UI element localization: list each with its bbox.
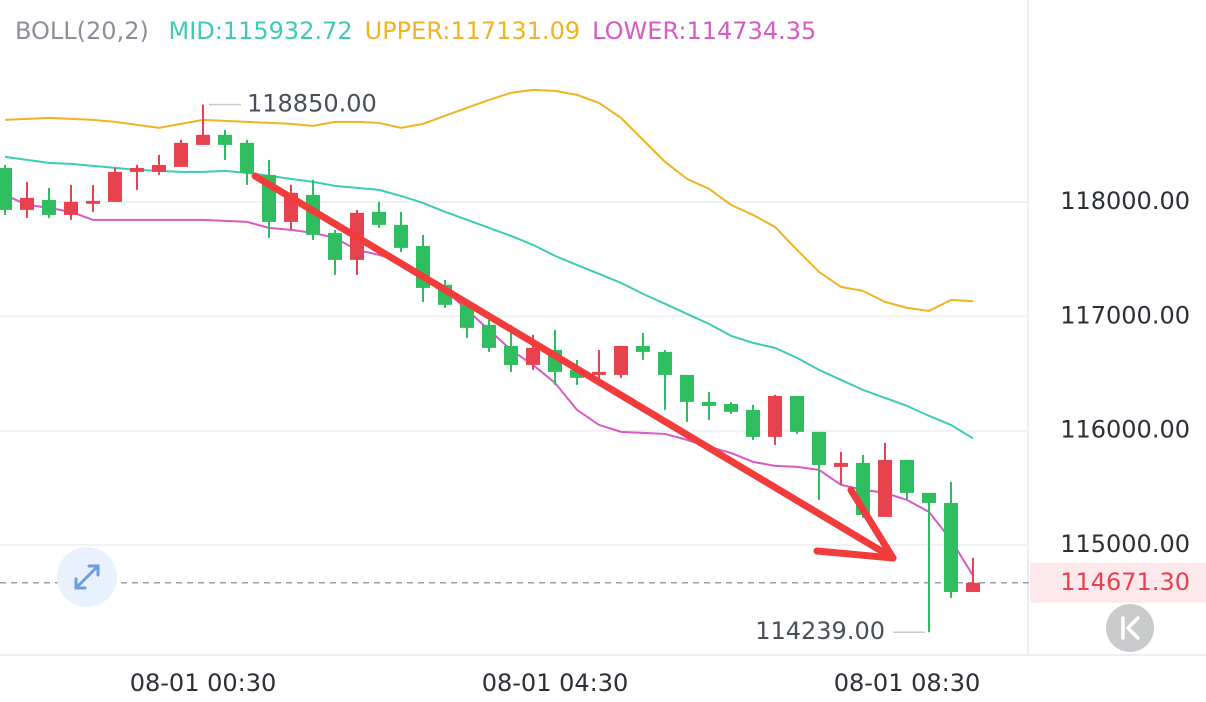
candle-body — [900, 459, 914, 493]
candle-body — [878, 459, 892, 517]
candle-body — [592, 371, 606, 375]
y-tick-label: 115000.00 — [1060, 530, 1190, 558]
candle-body — [724, 403, 738, 412]
last-price-tag — [1030, 562, 1206, 603]
candle-body — [482, 324, 496, 348]
candle-body — [658, 351, 672, 375]
x-tick-label: 08-01 08:30 — [834, 669, 981, 697]
arrow-head — [813, 547, 897, 562]
candle-body — [812, 431, 826, 465]
candle-body — [966, 582, 980, 592]
low-marker-label: 114239.00 — [755, 617, 885, 645]
legend-name: LOWER: — [592, 17, 686, 45]
candle-body — [922, 492, 936, 503]
candle-body — [790, 395, 804, 432]
candle-body — [218, 134, 232, 145]
candle-body — [702, 401, 716, 406]
y-tick-label: 116000.00 — [1060, 416, 1190, 444]
candle-body — [944, 502, 958, 592]
y-tick-label: 118000.00 — [1060, 187, 1190, 215]
candle-body — [174, 142, 188, 167]
legend-name: MID: — [168, 17, 222, 45]
candle-body — [328, 232, 342, 260]
last-price-label: 114671.30 — [1060, 568, 1190, 596]
candle-body — [526, 347, 540, 365]
candle-body — [746, 409, 760, 437]
candle-body — [20, 197, 34, 210]
candle-body — [680, 374, 694, 402]
candle-body — [130, 167, 144, 172]
legend-value: 117131.09 — [450, 17, 580, 45]
expand-button[interactable] — [57, 547, 117, 607]
jump-latest-icon[interactable] — [1121, 616, 1140, 640]
jump-latest-button[interactable] — [1106, 604, 1154, 652]
candle-body — [614, 345, 628, 375]
candle-body — [372, 211, 386, 225]
legend-value: 114734.35 — [686, 17, 816, 45]
arrow-shaft — [251, 172, 897, 562]
high-marker-label: 118850.00 — [247, 90, 377, 118]
band-line — [4, 88, 974, 312]
candle-body — [86, 200, 100, 204]
candle-body — [636, 345, 650, 352]
candle-body — [394, 224, 408, 248]
arrow-head — [847, 486, 897, 562]
candle-body — [42, 199, 56, 215]
candle-body — [64, 201, 78, 215]
candle-body — [504, 345, 518, 365]
candle-body — [152, 164, 166, 172]
candle-body — [570, 369, 584, 378]
candle-body — [768, 395, 782, 437]
plot: 115000.00 116000.00 117000.00 118000.00 08-0… — [0, 88, 1206, 697]
x-tick-label: 08-01 04:30 — [482, 669, 629, 697]
indicator-header: BOLL(20,2) MID:115932.72 UPPER:117131.09 L… — [15, 17, 816, 45]
candle-body — [240, 142, 254, 173]
y-tick-label: 117000.00 — [1060, 301, 1190, 329]
band-line — [4, 155, 974, 440]
legend-name: UPPER: — [365, 17, 451, 45]
candle-body — [460, 304, 474, 328]
candle-body — [196, 134, 210, 145]
trend-arrow — [251, 172, 897, 562]
x-tick-label: 08-01 00:30 — [130, 669, 277, 697]
legend-value: 115932.72 — [223, 17, 353, 45]
expand-icon[interactable] — [74, 564, 100, 590]
candle-body — [834, 462, 848, 467]
indicator-name: BOLL(20,2) — [15, 17, 149, 45]
candle-body — [0, 167, 12, 210]
candle-body — [108, 171, 122, 202]
